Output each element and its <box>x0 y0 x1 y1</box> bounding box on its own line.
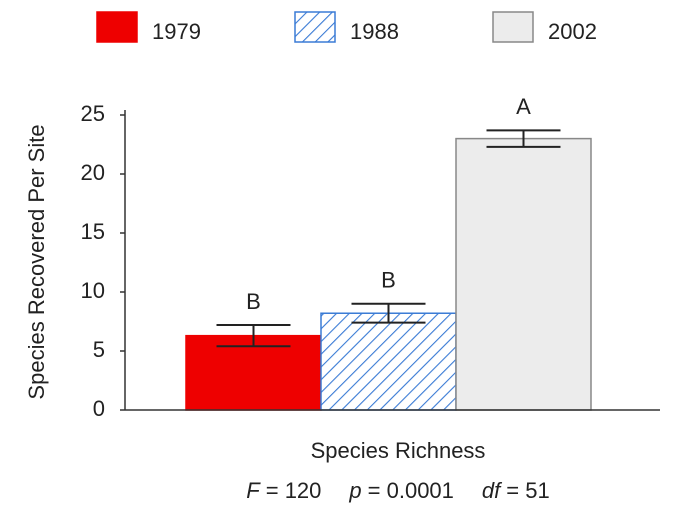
significance-letter: B <box>381 268 396 293</box>
legend-label: 1988 <box>350 19 399 44</box>
error-bar <box>216 324 291 348</box>
y-tick-label: 20 <box>81 160 105 185</box>
x-axis-label: Species Richness <box>311 438 486 463</box>
y-axis-label: Species Recovered Per Site <box>24 124 49 399</box>
legend-swatch <box>492 11 534 43</box>
stat-symbol: p <box>348 478 361 503</box>
bar <box>320 312 457 411</box>
stats-footnote: F = 120 p = 0.0001 df = 51 <box>246 478 549 503</box>
legend-label: 2002 <box>548 19 597 44</box>
y-tick-label: 0 <box>93 396 105 421</box>
y-tick-label: 10 <box>81 278 105 303</box>
significance-letter: B <box>246 289 261 314</box>
significance-letter: A <box>516 94 531 119</box>
legend-label: 1979 <box>152 19 201 44</box>
stat-value: = 120 <box>266 478 322 503</box>
y-tick-label: 5 <box>93 337 105 362</box>
stat-symbol: F <box>246 478 261 503</box>
stat-symbol: df <box>482 478 503 503</box>
error-bar <box>486 129 561 148</box>
stat-value: = 51 <box>506 478 549 503</box>
bar <box>455 137 592 411</box>
error-bar <box>351 302 426 324</box>
y-tick-label: 15 <box>81 219 105 244</box>
y-tick-label: 25 <box>81 101 105 126</box>
legend-swatch <box>294 11 336 43</box>
legend-swatch <box>96 11 138 43</box>
stat-value: = 0.0001 <box>368 478 454 503</box>
